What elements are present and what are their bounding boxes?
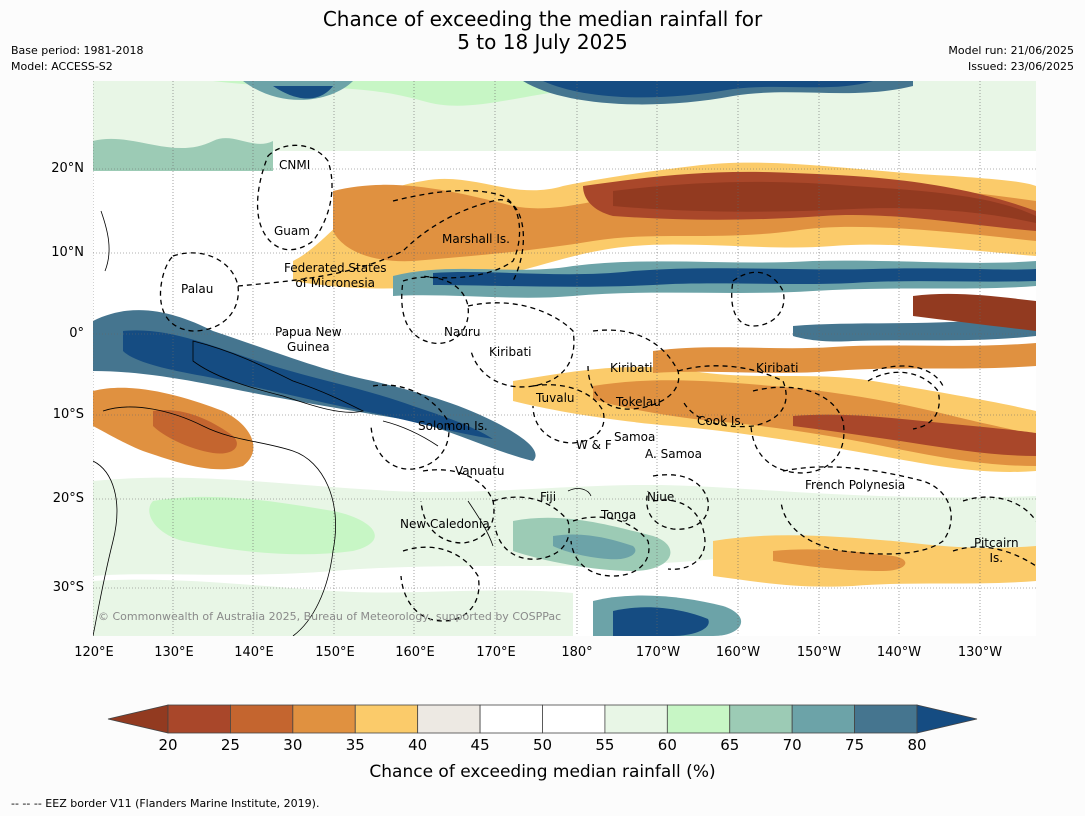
region-label-niue: Niue [647,490,675,504]
region-label-wallis-futuna: W & F [576,438,612,452]
lon-tick-170w: 170°W [635,645,681,660]
colorbar-tick-label: 45 [470,736,490,754]
issued-date: Issued: 23/06/2025 [967,60,1074,73]
lon-tick-140e: 140°E [234,645,274,660]
eez-border-note: -- -- -- EEZ border V11 (Flanders Marine… [11,797,320,810]
lat-tick-20n: 20°N [51,161,84,176]
lon-tick-160e: 160°E [395,645,435,660]
region-label-nauru: Nauru [444,325,481,339]
colorbar-cell [167,704,231,734]
colorbar-cell [417,704,481,734]
region-label-png-line1: Papua New [275,325,342,339]
model-name: Model: ACCESS-S2 [11,60,113,73]
lat-tick-0: 0° [69,326,84,341]
region-label-american-samoa: A. Samoa [645,447,702,461]
region-label-fsm: Federated States of Micronesia [284,261,386,291]
lon-tick-120e: 120°E [74,645,114,660]
region-label-fiji: Fiji [540,490,557,504]
lon-tick-140w: 140°W [876,645,922,660]
colorbar-tick-label: 50 [532,736,553,754]
colorbar-cell [791,704,855,734]
region-label-kiribati-west: Kiribati [489,345,532,359]
colorbar-cell [479,704,543,734]
region-label-tokelau: Tokelau [616,395,661,409]
region-label-cnmi: CNMI [279,158,311,172]
colorbar-tick-label: 35 [345,736,365,754]
region-label-vanuatu: Vanuatu [455,464,505,478]
lon-tick-160w: 160°W [715,645,761,660]
region-label-new-caledonia: New Caledonia [400,517,490,531]
colorbar-tick-label: 55 [595,736,615,754]
colorbar [107,704,978,734]
colorbar-tick-label: 40 [408,736,428,754]
region-label-tonga: Tonga [601,508,637,522]
colorbar-cell [604,704,668,734]
region-label-pitcairn: Pitcairn Is. [974,536,1019,566]
region-label-png-line2: Guinea [287,340,330,354]
colorbar-tick-label: 25 [220,736,240,754]
colorbar-cell [854,704,918,734]
lon-tick-130w: 130°W [957,645,1003,660]
colorbar-cell [666,704,731,734]
lat-tick-20s: 20°S [52,491,84,506]
colorbar-title: Chance of exceeding median rainfall (%) [369,762,716,782]
region-label-french-polynesia: French Polynesia [805,478,906,492]
colorbar-low-extension [107,704,169,734]
lon-tick-170e: 170°E [476,645,516,660]
copyright-notice: © Commonwealth of Australia 2025, Bureau… [98,610,562,623]
region-label-pitcairn-line1: Pitcairn [974,536,1019,550]
colorbar-cells [167,704,918,734]
colorbar-tick-label: 65 [720,736,740,754]
colorbar-cell [230,704,294,734]
lon-tick-130e: 130°E [154,645,194,660]
colorbar-cell [292,704,356,734]
region-label-palau: Palau [181,282,214,296]
model-run: Model run: 21/06/2025 [948,44,1074,57]
lat-tick-10n: 10°N [51,245,84,260]
lon-tick-150e: 150°E [315,645,355,660]
rainfall-field [93,81,1036,636]
meta-right: Model run: 21/06/2025 Issued: 23/06/2025 [948,43,1074,75]
colorbar-tick-label: 75 [845,736,865,754]
region-label-png: Papua New Guinea [275,325,342,355]
lat-tick-10s: 10°S [52,407,84,422]
lat-tick-30s: 30°S [52,580,84,595]
region-label-cook-islands: Cook Is. [697,414,745,428]
rainfall-map [93,81,1036,636]
colorbar-cell [542,704,606,734]
title-line-1: Chance of exceeding the median rainfall … [322,7,763,31]
colorbar-tick-label: 70 [782,736,802,754]
base-period: Base period: 1981-2018 [11,44,144,57]
lon-tick-180: 180° [561,645,593,660]
region-label-marshall: Marshall Is. [442,232,510,246]
title-line-2: 5 to 18 July 2025 [457,30,628,54]
meta-left: Base period: 1981-2018 Model: ACCESS-S2 [11,43,143,75]
colorbar-tick-label: 20 [158,736,178,754]
colorbar-tick-label: 60 [657,736,677,754]
region-label-fsm-line1: Federated States [284,261,387,275]
colorbar-tick-label: 30 [283,736,303,754]
lon-tick-150w: 150°W [796,645,842,660]
colorbar-cell [729,704,793,734]
colorbar-high-extension [916,704,978,734]
region-label-tuvalu: Tuvalu [536,391,575,405]
region-label-kiribati-central: Kiribati [610,361,653,375]
region-label-fsm-line2: of Micronesia [295,276,376,290]
colorbar-tick-label: 80 [907,736,927,754]
region-label-solomon: Solomon Is. [418,419,488,433]
region-label-pitcairn-line2: Is. [989,551,1004,565]
map-title: Chance of exceeding the median rainfall … [0,8,1085,54]
colorbar-cell [354,704,419,734]
region-label-guam: Guam [274,224,310,238]
region-label-samoa: Samoa [614,430,656,444]
region-label-kiribati-east: Kiribati [756,361,799,375]
